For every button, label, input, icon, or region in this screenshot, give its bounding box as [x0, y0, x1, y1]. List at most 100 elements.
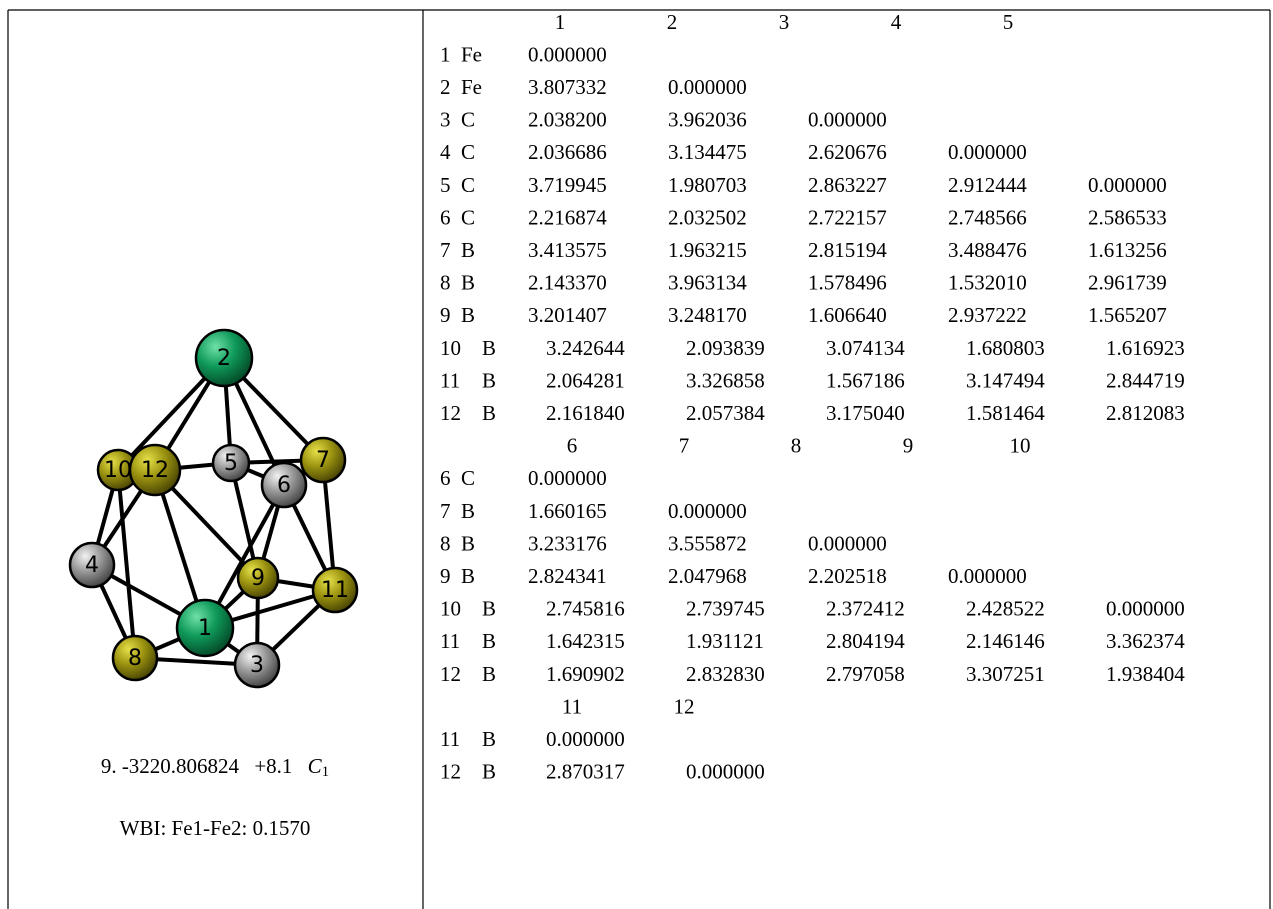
- atom: [299, 436, 347, 484]
- column-header: 5: [1003, 10, 1014, 34]
- distance-value: 1.613256: [1088, 238, 1167, 262]
- atom-label: 8: [128, 646, 142, 671]
- distance-value: 0.000000: [948, 140, 1027, 164]
- row-element: C: [461, 140, 475, 164]
- distance-value: 1.931121: [686, 629, 764, 653]
- distance-value: 3.807332: [528, 75, 607, 99]
- row-index: 11: [440, 629, 460, 653]
- row-index: 5: [440, 173, 451, 197]
- row-element: B: [482, 662, 496, 686]
- distance-value: 2.586533: [1088, 205, 1167, 229]
- atom: [260, 461, 308, 509]
- caption: 9. -3220.806824 +8.1 C1: [101, 754, 329, 781]
- row-element: B: [461, 303, 475, 327]
- atom: [68, 541, 116, 589]
- row-index: 12: [440, 662, 461, 686]
- column-header: 8: [791, 434, 802, 458]
- row-index: 1: [440, 42, 451, 66]
- column-header: 9: [903, 434, 914, 458]
- atom: [175, 598, 235, 658]
- distance-value: 0.000000: [668, 499, 747, 523]
- caption-index: 9.: [101, 754, 117, 778]
- atom: [128, 443, 182, 497]
- row-index: 8: [440, 531, 451, 555]
- distance-value: 2.745816: [546, 597, 625, 621]
- distance-value: 0.000000: [948, 564, 1027, 588]
- distance-value: 0.000000: [528, 466, 607, 490]
- distance-value: 3.307251: [966, 662, 1045, 686]
- column-header: 11: [562, 694, 582, 718]
- atom: [194, 328, 254, 388]
- distance-value: 1.963215: [668, 238, 747, 262]
- row-index: 6: [440, 466, 451, 490]
- row-index: 7: [440, 499, 451, 523]
- atom: [236, 556, 280, 600]
- atom-label: 11: [321, 578, 349, 603]
- distance-value: 0.000000: [808, 531, 887, 555]
- atom-label: 2: [217, 346, 231, 371]
- row-index: 3: [440, 108, 451, 132]
- distance-value: 2.912444: [948, 173, 1027, 197]
- row-element: B: [482, 760, 496, 784]
- distance-value: 0.000000: [546, 727, 625, 751]
- distance-value: 2.202518: [808, 564, 887, 588]
- row-element: C: [461, 173, 475, 197]
- distance-value: 2.143370: [528, 271, 607, 295]
- distance-value: 2.797058: [826, 662, 905, 686]
- column-header: 12: [674, 694, 695, 718]
- distance-value: 3.326858: [686, 368, 765, 392]
- distance-value: 0.000000: [686, 760, 765, 784]
- distance-value: 1.690902: [546, 662, 625, 686]
- row-index: 9: [440, 564, 451, 588]
- row-index: 9: [440, 303, 451, 327]
- distance-value: 3.147494: [966, 368, 1045, 392]
- row-index: 2: [440, 75, 451, 99]
- row-element: Fe: [461, 75, 482, 99]
- atom-label: 6: [277, 473, 291, 498]
- column-header: 3: [779, 10, 790, 34]
- distance-value: 0.000000: [1106, 597, 1185, 621]
- row-element: C: [461, 205, 475, 229]
- distance-value: 2.722157: [808, 205, 887, 229]
- bond: [116, 469, 137, 659]
- distance-value: 3.488476: [948, 238, 1027, 262]
- distance-value: 3.413575: [528, 238, 607, 262]
- column-header: 7: [679, 434, 690, 458]
- row-index: 6: [440, 205, 451, 229]
- row-index: 12: [440, 760, 461, 784]
- distance-value: 3.074134: [826, 336, 905, 360]
- distance-value: 2.812083: [1106, 401, 1185, 425]
- distance-value: 3.134475: [668, 140, 747, 164]
- distance-value: 2.038200: [528, 108, 607, 132]
- distance-value: 2.428522: [966, 597, 1045, 621]
- atom-label: 9: [251, 566, 265, 591]
- distance-value: 2.057384: [686, 401, 765, 425]
- atom: [311, 566, 359, 614]
- row-element: B: [482, 401, 496, 425]
- distance-value: 3.963134: [668, 271, 747, 295]
- distance-value: 2.047968: [668, 564, 747, 588]
- row-index: 10: [440, 336, 461, 360]
- row-index: 8: [440, 271, 451, 295]
- row-element: B: [482, 727, 496, 751]
- distance-value: 3.201407: [528, 303, 607, 327]
- distance-value: 2.036686: [528, 140, 607, 164]
- row-element: B: [482, 629, 496, 653]
- distance-value: 1.581464: [966, 401, 1045, 425]
- distance-value: 2.161840: [546, 401, 625, 425]
- distance-value: 3.555872: [668, 531, 747, 555]
- distance-value: 2.032502: [668, 205, 747, 229]
- atom-label: 5: [224, 451, 238, 476]
- row-index: 7: [440, 238, 451, 262]
- distance-value: 2.620676: [808, 140, 887, 164]
- distance-value: 2.863227: [808, 173, 887, 197]
- distance-value: 1.938404: [1106, 662, 1185, 686]
- distance-value: 3.248170: [668, 303, 747, 327]
- row-element: B: [461, 564, 475, 588]
- atom-label: 1: [198, 616, 212, 641]
- distance-value: 2.832830: [686, 662, 765, 686]
- distance-value: 2.961739: [1088, 271, 1167, 295]
- distance-value: 3.242644: [546, 336, 625, 360]
